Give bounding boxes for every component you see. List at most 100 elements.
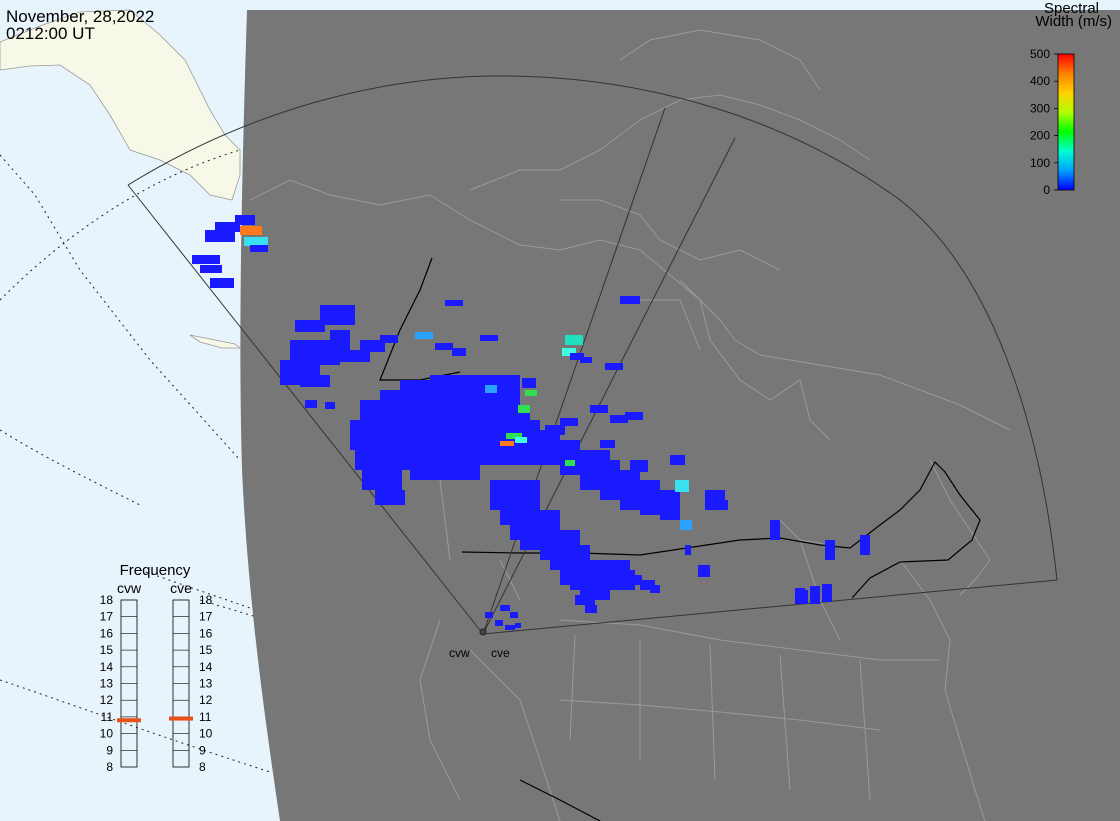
echo-cell <box>505 625 515 630</box>
echo-cell <box>605 363 623 370</box>
frequency-scale-label-right: 16 <box>199 626 213 640</box>
colorbar-tick-label: 500 <box>1030 47 1050 61</box>
echo-cell <box>620 296 640 304</box>
echo-cell <box>860 535 870 555</box>
echo-cell <box>810 586 820 604</box>
colorbar-title-line2: Width (m/s) <box>1035 13 1112 30</box>
alaska-land <box>0 9 241 201</box>
echo-cell <box>362 470 402 490</box>
echo-cell <box>522 378 536 388</box>
echo-cell <box>710 500 728 510</box>
frequency-scale-label-right: 12 <box>199 693 213 707</box>
frequency-scale-label-left: 18 <box>100 593 114 607</box>
frequency-scale-label-left: 11 <box>101 710 114 724</box>
frequency-scale-label-right: 13 <box>199 677 213 691</box>
echo-cell <box>580 357 592 363</box>
echo-cell <box>822 584 832 602</box>
echo-cell <box>250 245 268 252</box>
frequency-scale-label-left: 15 <box>100 643 114 657</box>
echo-cell <box>640 580 655 590</box>
echo-cell <box>460 385 476 393</box>
echo-cell <box>320 305 355 325</box>
frequency-scale-label-left: 9 <box>106 743 113 757</box>
frequency-scale-label-left: 14 <box>100 660 114 674</box>
echo-cell <box>500 441 514 446</box>
echo-cell <box>560 418 578 426</box>
frequency-scale-label-left: 10 <box>100 727 114 741</box>
radar-fov-outline <box>127 75 1058 635</box>
echo-cell <box>485 612 493 618</box>
echo-cell <box>698 565 710 577</box>
frequency-scale-label-left: 8 <box>106 760 113 774</box>
echo-cell <box>325 402 335 409</box>
frequency-scale-label-right: 8 <box>199 760 206 774</box>
echo-cell <box>660 500 680 520</box>
echo-cell <box>235 215 255 225</box>
echo-cell <box>415 332 433 339</box>
echo-cell <box>630 460 648 472</box>
frequency-scale-label-right: 14 <box>199 660 213 674</box>
date-label: November, 28,2022 <box>6 7 155 26</box>
echo-cell <box>825 540 835 560</box>
radar-echoes <box>192 215 870 630</box>
colorbar-gradient <box>1057 53 1075 191</box>
echo-cell <box>380 335 398 343</box>
echo-cell <box>585 605 597 613</box>
echo-cell <box>210 278 234 288</box>
frequency-panel: Frequency cvw cve 18 18 17 17 16 16 15 15 14 14 13… <box>100 562 213 774</box>
colorbar-tick-label: 400 <box>1030 74 1050 88</box>
timestamp-header: November, 28,2022 0212:00 UT <box>6 8 154 42</box>
colorbar-ticks: 500 400 300 200 100 0 <box>1030 47 1058 197</box>
colorbar-title-line1: Spectral <box>1044 0 1099 17</box>
echo-cell <box>360 340 385 352</box>
radar-site-dot <box>479 628 487 636</box>
echo-cell <box>650 585 660 593</box>
echo-cell <box>375 490 405 505</box>
colorbar-tick-label: 100 <box>1030 156 1050 170</box>
echo-cell <box>545 425 565 435</box>
echo-cell <box>600 440 615 448</box>
echo-cell <box>240 226 262 235</box>
site-label-cve: cve <box>491 646 510 660</box>
frequency-scale-label-left: 13 <box>100 677 114 691</box>
echo-cell <box>515 623 521 628</box>
echo-cell <box>205 230 235 242</box>
time-label: 0212:00 UT <box>6 24 95 43</box>
frequency-marker-cvw <box>117 718 141 723</box>
echo-cell <box>625 412 643 420</box>
echo-cell <box>518 405 530 413</box>
coastlines <box>249 29 1011 821</box>
echo-cell <box>515 437 527 443</box>
echo-cell <box>435 343 453 350</box>
echo-cell <box>675 480 689 492</box>
echo-cell <box>506 433 522 439</box>
echo-cell <box>575 595 595 605</box>
echo-cell <box>610 415 628 423</box>
frequency-scale: 18 18 17 17 16 16 15 15 14 14 13 13 12 12 11 11 10 10 9 9 8 8 <box>100 593 213 774</box>
echo-cell <box>685 545 691 555</box>
colorbar-legend: Spectral Width (m/s) 500 400 300 200 100 0 <box>1030 0 1112 197</box>
echo-cell <box>510 612 518 618</box>
echo-cell <box>445 300 463 306</box>
echo-cell <box>565 460 575 466</box>
echo-cell <box>295 320 325 332</box>
radar-site-markers: cvw cve <box>449 628 510 660</box>
echo-cell <box>215 222 240 232</box>
echo-cell <box>305 400 317 408</box>
echo-cell <box>562 348 576 356</box>
frequency-radar-label-cvw: cvw <box>117 580 142 596</box>
frequency-scale-label-right: 18 <box>199 593 213 607</box>
graticule-day <box>0 149 271 773</box>
echo-cell <box>800 590 808 604</box>
site-label-cvw: cvw <box>449 646 470 660</box>
echo-cell <box>610 570 635 590</box>
frequency-scale-label-left: 17 <box>100 610 114 624</box>
echo-cell <box>485 385 497 393</box>
echo-cell <box>525 390 537 396</box>
echo-cell <box>495 620 503 626</box>
frequency-scale-label-right: 17 <box>199 610 213 624</box>
echo-cell <box>680 520 692 530</box>
frequency-marker-cve <box>169 716 193 721</box>
echo-cell <box>570 353 584 360</box>
